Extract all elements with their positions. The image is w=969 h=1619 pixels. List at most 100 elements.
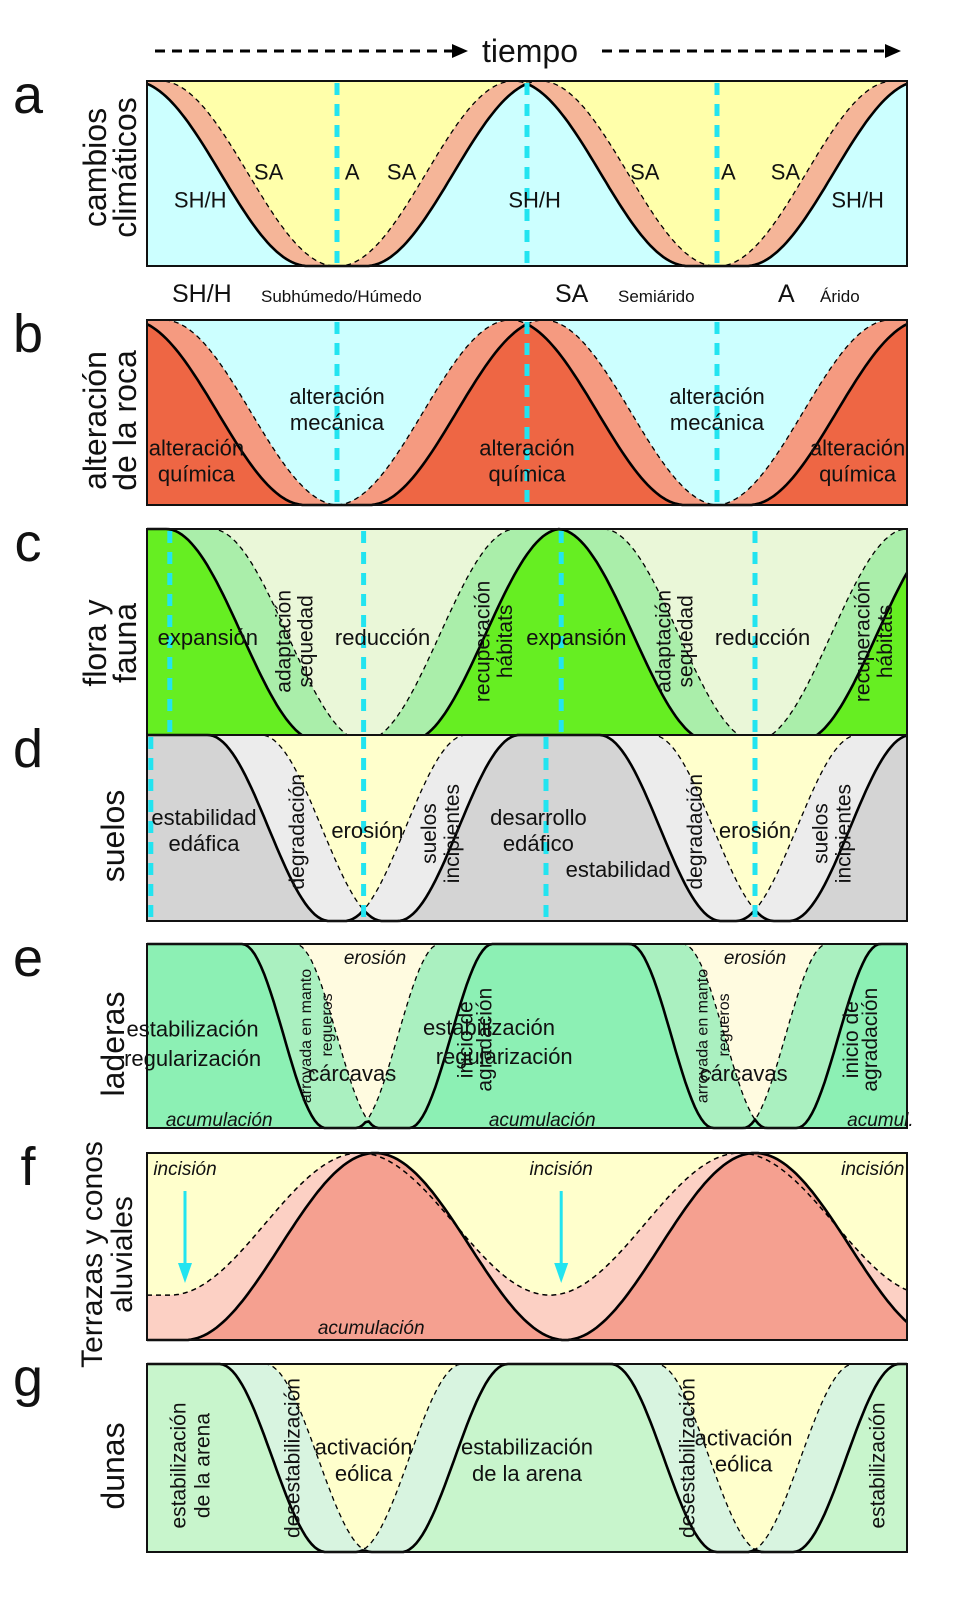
phase-label: SH/H [831,187,884,212]
dry-phase-area [147,1364,907,1550]
phase-label: mecánica [670,410,765,435]
phase-label: eólica [715,1452,773,1477]
panel-letter: b [13,304,43,364]
incision-arrowhead [554,1263,569,1283]
phase-label: A [721,160,736,185]
panel-frame [146,734,908,922]
time-arrowhead-left [452,44,468,58]
process-label: erosión [344,948,406,969]
process-label: acumul. [847,1110,914,1131]
panel-title-line: cambios [77,108,113,227]
phase-label: erosión [331,818,403,843]
phase-label: química [819,462,897,487]
phase-label: desarrollo [490,805,587,830]
transition-label: adaptación [272,590,295,693]
phase-label: regularización [436,1044,573,1069]
transition-label: incipientes [832,784,855,883]
transition-label: inicio de [455,1001,478,1078]
phase-label: A [345,160,360,185]
transition-label: suelos [418,803,441,864]
phase-label: reducción [715,625,810,650]
transition-label: agradación [859,988,882,1092]
dashed-threshold-curve [147,80,907,267]
transition-label: desestabilización [281,1378,304,1538]
process-label: incisión [841,1159,904,1180]
legend-abbr-arid: A [778,280,795,308]
phase-label: activación [315,1435,413,1460]
process-label: acumulación [489,1110,596,1131]
panel-frame [146,80,908,267]
phase-label: SA [254,160,284,185]
transition-label: degradación [286,774,309,890]
transition-label: estabilización [867,1402,890,1528]
phase-label: cárcavas [700,1061,788,1086]
transition-label: incipientes [441,784,464,883]
panel-title-line: laderas [95,992,131,1097]
panel-title: laderas [95,992,131,1097]
time-arrowhead-right [885,44,901,58]
transition-label: arroyada en manto [298,969,315,1103]
panel-title: dunas [95,1422,131,1509]
panel-title: suelos [95,790,131,883]
panel-title-line: suelos [95,790,131,883]
phase-label: estabilidad [566,857,671,882]
dry-phase-area [147,735,907,910]
phase-label: SA [387,160,417,185]
legend-abbr-humid: SH/H [172,280,232,308]
phase-label: activación [695,1425,793,1450]
panel-letter: f [20,1137,36,1197]
transition-label: desestabilización [677,1378,700,1538]
transition-label: adaptación [652,590,675,693]
phase-label: expansión [158,625,258,650]
panel-letter: a [13,65,44,125]
panel-title-line: alteración [77,351,113,490]
dry-phase-area [147,529,907,741]
phase-label: SA [630,160,660,185]
panel-title-line: Terrazas y conos [76,1141,109,1368]
phase-label: SH/H [508,187,561,212]
phase-label: edáfico [503,831,574,856]
transition-label: regueros [319,993,336,1056]
transition-label: hábitats [874,605,897,679]
panel-e: eladerasestabilizaciónregularizacióncárc… [13,928,914,1131]
phase-label: alteración [289,384,384,409]
phase-label: alteración [149,436,244,461]
transition-label: regueros [716,993,733,1056]
panel-title-line: fauna [107,603,143,683]
process-label: incisión [153,1159,216,1180]
legend-text-semiarid: Semiárido [618,287,695,306]
transition-label: hábitats [494,605,517,679]
phase-label: alteración [810,436,905,461]
transition-label: inicio de [840,1001,863,1078]
dashed-threshold-curve [147,1152,908,1296]
process-label: acumulación [166,1110,273,1131]
panel-frame [146,1363,908,1553]
transition-label: sequedad [674,595,697,687]
solid-threshold-curve [147,1151,908,1342]
phase-label: SH/H [174,187,227,212]
panel-title-line: flora y [77,599,113,686]
phase-label: estabilidad [151,805,256,830]
transition-label: arroyada en manto [695,969,712,1103]
phase-label: de la arena [472,1461,583,1486]
phase-label: química [158,462,236,487]
panel-letter: g [13,1348,43,1408]
time-label: tiempo [482,33,578,69]
phase-label: mecánica [290,410,385,435]
phase-label: erosión [719,818,791,843]
incision-arrowhead [178,1263,192,1283]
phase-label: alteración [669,384,764,409]
legend-text-arid: Árido [820,287,860,306]
panel-letter: d [13,719,43,779]
transition-label: recuperación [851,581,874,702]
panel-title-line: aluviales [106,1196,139,1313]
transition-label: de la arena [192,1413,215,1518]
transition-label: sequedad [294,595,317,687]
dashed-threshold-curve [147,1363,907,1551]
